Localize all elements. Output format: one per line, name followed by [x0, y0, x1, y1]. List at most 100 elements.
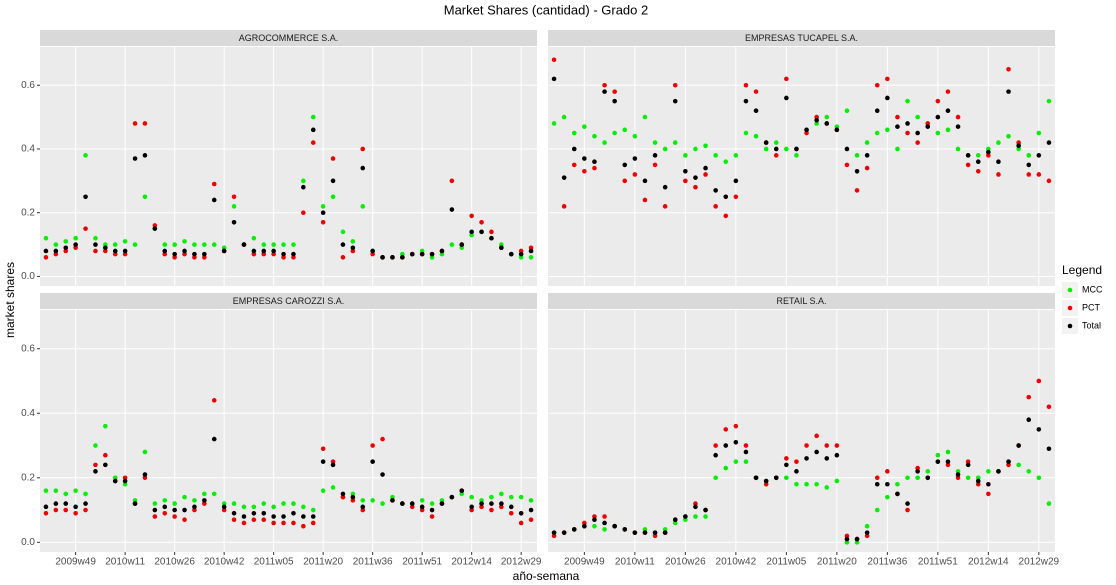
- point: [773, 153, 779, 158]
- point: [439, 498, 445, 503]
- point: [784, 95, 789, 101]
- point: [1036, 427, 1042, 432]
- point: [211, 491, 217, 497]
- x-tick-label: 2011w36: [353, 557, 393, 568]
- point: [915, 114, 920, 120]
- strip-label: EMPRESAS TUCAPEL S.A.: [745, 33, 858, 43]
- point: [713, 204, 718, 209]
- point: [518, 494, 524, 500]
- point: [632, 530, 638, 535]
- point: [103, 452, 108, 458]
- point: [202, 251, 207, 257]
- point: [271, 520, 276, 526]
- strip-background: [40, 30, 537, 46]
- point: [370, 459, 375, 464]
- point: [723, 213, 729, 219]
- point: [93, 242, 98, 247]
- point: [380, 255, 385, 260]
- point: [1046, 404, 1052, 410]
- point: [122, 481, 128, 487]
- point: [915, 469, 920, 474]
- point: [834, 127, 840, 133]
- point: [380, 436, 385, 442]
- point: [390, 494, 395, 500]
- point: [1036, 475, 1042, 481]
- point: [844, 146, 850, 152]
- point: [162, 248, 168, 254]
- point: [996, 172, 1001, 177]
- point: [1026, 417, 1032, 423]
- point: [784, 462, 789, 468]
- point: [885, 95, 890, 101]
- point: [965, 475, 971, 481]
- point: [743, 449, 749, 455]
- point: [261, 517, 267, 523]
- point: [221, 245, 227, 251]
- point: [571, 527, 577, 532]
- point: [103, 242, 108, 247]
- point: [965, 162, 971, 168]
- point: [518, 520, 524, 526]
- point: [301, 178, 306, 184]
- x-tick-label: 2011w20: [817, 557, 857, 568]
- x-tick-label: 2010w11: [615, 557, 655, 568]
- point: [291, 242, 296, 247]
- point: [975, 478, 981, 484]
- point: [63, 491, 69, 497]
- point: [622, 178, 628, 184]
- point: [479, 219, 484, 225]
- strip-label: RETAIL S.A.: [776, 296, 826, 306]
- point: [281, 242, 286, 247]
- point: [291, 501, 296, 506]
- point: [602, 140, 607, 145]
- point: [261, 510, 267, 516]
- point: [915, 140, 920, 145]
- point: [449, 178, 455, 184]
- point: [905, 475, 910, 481]
- point: [281, 251, 286, 257]
- point: [43, 255, 49, 260]
- point: [885, 469, 890, 474]
- point: [1046, 140, 1052, 145]
- y-tick-label: 0.0: [21, 271, 35, 282]
- point: [251, 251, 257, 257]
- point: [915, 475, 920, 481]
- point: [945, 127, 951, 133]
- point: [763, 140, 769, 145]
- point: [551, 530, 557, 535]
- point: [93, 462, 98, 468]
- point: [935, 130, 941, 136]
- point: [459, 242, 465, 247]
- point: [152, 501, 158, 506]
- point: [683, 514, 688, 519]
- point: [592, 514, 597, 519]
- y-axis-title: market shares: [3, 262, 17, 338]
- point: [400, 255, 405, 260]
- point: [172, 501, 177, 506]
- point: [1046, 178, 1052, 184]
- point: [53, 248, 59, 254]
- point: [449, 242, 455, 247]
- point: [192, 255, 197, 260]
- point: [350, 248, 356, 254]
- point: [713, 188, 718, 193]
- point: [874, 108, 880, 114]
- point: [794, 459, 799, 464]
- point: [1046, 446, 1052, 452]
- point: [551, 121, 557, 126]
- point: [814, 449, 819, 455]
- point: [449, 494, 455, 500]
- point: [409, 501, 415, 506]
- point: [683, 517, 688, 523]
- point: [784, 146, 789, 152]
- point: [602, 514, 607, 519]
- point: [905, 501, 910, 506]
- point: [915, 465, 920, 471]
- point: [489, 494, 494, 500]
- point: [83, 153, 88, 158]
- point: [251, 517, 257, 523]
- point: [703, 514, 708, 519]
- point: [551, 57, 557, 63]
- point: [390, 498, 395, 503]
